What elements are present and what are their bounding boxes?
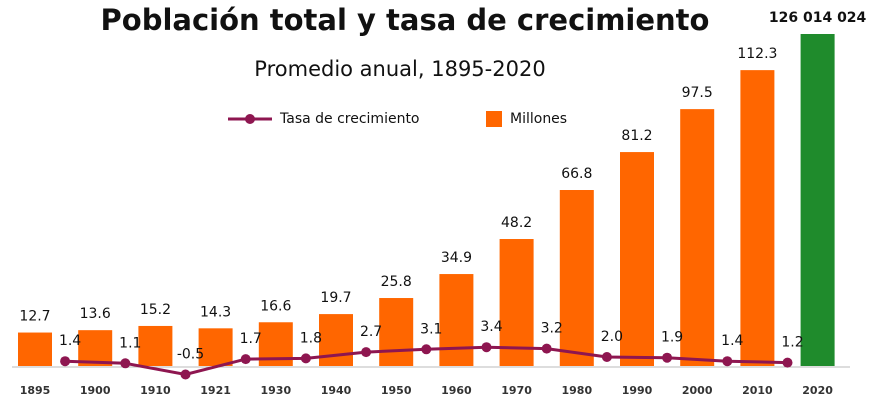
rate-value-label: 2.7 (360, 324, 382, 340)
bar (138, 325, 173, 366)
rate-value-label: 1.8 (300, 330, 322, 346)
chart-title: Población total y tasa de crecimiento (101, 3, 710, 37)
x-tick-label: 2000 (682, 384, 713, 397)
bar-value-label: 126 014 024 (769, 10, 867, 26)
rate-value-label: -0.5 (177, 347, 204, 363)
bar (379, 298, 414, 366)
legend-label: Millones (510, 111, 567, 127)
bar (198, 328, 233, 366)
x-tick-label: 1990 (622, 384, 653, 397)
rate-point (361, 347, 372, 358)
rate-point (662, 352, 673, 363)
bar-value-label: 16.6 (260, 298, 291, 314)
bar-value-label: 13.6 (80, 306, 111, 322)
x-tick-label: 2020 (802, 384, 833, 397)
rate-value-label: 1.4 (59, 333, 81, 349)
rate-point (180, 369, 191, 380)
rate-value-label: 1.1 (119, 335, 141, 351)
rate-point (782, 357, 793, 368)
bar (78, 330, 113, 366)
legend-label: Tasa de crecimiento (279, 111, 420, 127)
chart-subtitle: Promedio anual, 1895-2020 (254, 57, 545, 81)
bar-value-label: 14.3 (200, 304, 231, 320)
legend-marker (245, 114, 255, 124)
bar-value-label: 48.2 (501, 215, 532, 231)
bar (800, 34, 835, 366)
bar (559, 190, 594, 366)
bar (620, 152, 654, 366)
rate-point (541, 343, 552, 354)
x-tick-label: 2010 (742, 384, 773, 397)
bar (18, 332, 52, 366)
rate-point (120, 358, 131, 369)
rate-point (481, 342, 492, 353)
bar-value-label: 112.3 (737, 46, 777, 62)
legend-swatch (486, 111, 502, 127)
bar-value-label: 25.8 (381, 274, 412, 290)
bar-value-label: 19.7 (320, 290, 351, 306)
rate-value-label: 3.2 (541, 321, 563, 337)
bar (319, 314, 353, 366)
rate-value-label: 1.7 (240, 331, 262, 347)
x-tick-label: 1930 (260, 384, 291, 397)
x-tick-label: 1895 (20, 384, 51, 397)
rate-point (60, 356, 71, 367)
bar (439, 274, 474, 366)
bar-value-label: 97.5 (682, 85, 713, 101)
rate-point (300, 353, 311, 364)
rate-value-label: 1.2 (781, 335, 803, 351)
x-tick-label: 1921 (200, 384, 231, 397)
rate-point (601, 352, 612, 362)
x-tick-label: 1910 (140, 384, 171, 397)
rate-value-label: 3.4 (480, 319, 502, 335)
bar-value-label: 15.2 (140, 302, 171, 318)
rate-point (722, 356, 733, 367)
rate-point (240, 354, 251, 365)
bar-value-label: 81.2 (621, 128, 652, 144)
x-tick-label: 1980 (561, 384, 592, 397)
x-tick-label: 1950 (381, 384, 412, 397)
bar (740, 70, 775, 366)
rate-point (421, 344, 432, 355)
bar (499, 239, 534, 366)
x-tick-label: 1940 (321, 384, 352, 397)
bar (680, 109, 715, 366)
x-tick-label: 1960 (441, 384, 472, 397)
bar-value-label: 34.9 (441, 250, 472, 266)
bar-value-label: 12.7 (19, 309, 50, 325)
rate-value-label: 1.4 (721, 333, 743, 349)
rate-value-label: 2.0 (601, 329, 623, 345)
x-tick-label: 1970 (501, 384, 532, 397)
bar-value-label: 66.8 (561, 166, 592, 182)
rate-value-label: 1.9 (661, 330, 683, 346)
x-tick-label: 1900 (80, 384, 111, 397)
rate-value-label: 3.1 (420, 321, 442, 337)
